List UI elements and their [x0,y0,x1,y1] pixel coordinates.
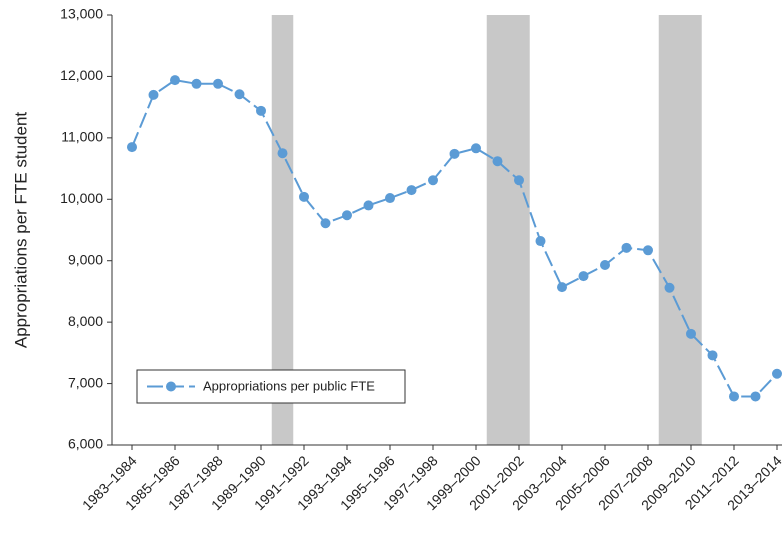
y-tick-label: 7,000 [68,374,103,390]
y-tick-label: 8,000 [68,313,103,329]
data-point [320,218,331,229]
data-point [256,105,266,116]
data-point [385,193,395,204]
data-point [492,156,503,167]
data-point [557,282,567,293]
data-point [729,391,739,402]
data-point [686,328,696,339]
data-point [148,89,159,100]
data-point [406,185,417,196]
data-point [750,391,761,402]
shaded-range [486,15,530,445]
data-point [363,200,374,211]
data-point [428,175,438,186]
data-point [578,271,589,282]
data-point [643,245,653,256]
legend-marker [166,381,176,392]
y-tick-label: 12,000 [60,67,103,83]
data-point [471,143,481,154]
data-point [600,260,610,271]
data-point [621,242,632,253]
data-point [234,89,245,100]
data-point [127,142,137,153]
data-point [772,368,782,379]
shaded-range [658,15,702,445]
data-point [277,148,288,159]
data-point [191,78,202,89]
data-point [664,282,675,293]
shaded-range [271,15,294,445]
data-point [449,148,460,159]
data-point [299,191,309,202]
y-tick-label: 13,000 [60,6,103,22]
y-tick-label: 9,000 [68,251,103,267]
data-point [514,175,524,186]
data-point [707,350,718,361]
data-point [170,75,180,86]
y-axis-label: Appropriations per FTE student [11,112,30,349]
y-tick-label: 6,000 [68,436,103,452]
y-tick-label: 10,000 [60,190,103,206]
data-point [535,236,546,247]
data-point [213,78,223,89]
data-point [342,210,352,221]
legend-label: Appropriations per public FTE [203,378,375,393]
y-tick-label: 11,000 [61,129,103,145]
